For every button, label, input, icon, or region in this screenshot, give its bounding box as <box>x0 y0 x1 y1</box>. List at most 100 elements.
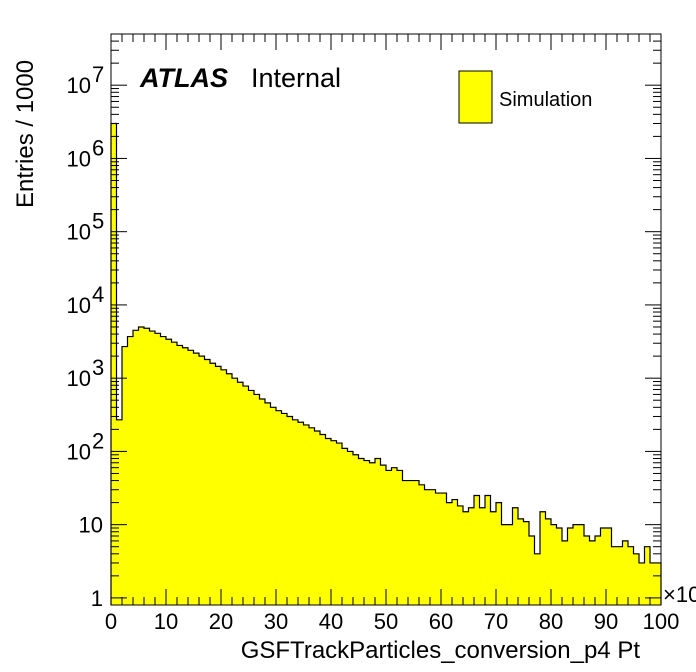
histogram-bar <box>369 462 375 605</box>
histogram-bar <box>270 407 276 605</box>
histogram-bar <box>617 546 623 605</box>
x-tick-label: 10 <box>154 609 178 634</box>
histogram-bar <box>204 359 210 605</box>
histogram-bar <box>127 336 133 605</box>
histogram-bar <box>287 416 293 605</box>
histogram-bar <box>248 390 254 605</box>
histogram-bar <box>243 386 249 605</box>
histogram-bar <box>501 524 507 605</box>
histogram-bar <box>578 524 584 605</box>
histogram-bar <box>496 502 502 605</box>
histogram-bar <box>523 521 529 605</box>
histogram-bar <box>595 536 601 605</box>
histogram-bar <box>138 326 144 605</box>
x-tick-label: 70 <box>484 609 508 634</box>
histogram-bar <box>281 413 287 605</box>
x-tick-label: 50 <box>374 609 398 634</box>
histogram-bar <box>364 460 370 605</box>
y-tick-label: 10 <box>67 293 91 318</box>
histogram-bar <box>166 339 172 605</box>
histogram-bar <box>122 346 128 605</box>
histogram-bar <box>380 465 386 605</box>
histogram-bar <box>314 430 320 605</box>
histogram-bars <box>110 122 662 606</box>
histogram-bar <box>397 470 403 605</box>
histogram-bar <box>331 440 337 605</box>
histogram-bar <box>507 524 513 605</box>
y-tick-label: 10 <box>67 220 91 245</box>
histogram-bar <box>391 467 397 605</box>
tick-marks <box>110 33 662 605</box>
histogram-bar <box>160 336 166 605</box>
histogram-bar <box>518 518 524 605</box>
histogram-bar <box>490 511 496 605</box>
x-tick-label: 20 <box>209 609 233 634</box>
histogram-bar <box>116 419 122 605</box>
histogram-bar <box>633 553 639 605</box>
y-tick-label: 10 <box>67 366 91 391</box>
histogram-bar <box>402 480 408 605</box>
histogram-bar <box>375 458 381 605</box>
y-tick-label: 1 <box>91 586 103 611</box>
y-tick-exponent: 3 <box>92 355 104 380</box>
histogram-bar <box>622 540 628 605</box>
histogram-bar <box>276 410 282 605</box>
histogram-bar <box>556 528 562 605</box>
histogram-bar <box>254 394 260 605</box>
x-tick-label: 90 <box>594 609 618 634</box>
histogram-bar <box>474 495 480 605</box>
x-tick-label: 0 <box>105 609 117 634</box>
histogram-bar <box>188 350 194 605</box>
y-tick-label: 10 <box>79 513 103 538</box>
y-tick-label: 10 <box>67 73 91 98</box>
legend: Simulation <box>458 70 592 124</box>
histogram-bar <box>237 382 243 605</box>
histogram-bar <box>155 333 161 605</box>
histogram-bar <box>336 443 342 605</box>
histogram-bar <box>545 518 551 605</box>
x-tick-label: 60 <box>429 609 453 634</box>
histogram-bar <box>144 328 150 605</box>
histogram-bar <box>259 398 265 605</box>
histogram-bar <box>111 123 117 606</box>
histogram-bar <box>413 480 419 605</box>
histogram-bar <box>199 356 205 605</box>
y-tick-exponent: 2 <box>92 428 104 453</box>
histogram-bar <box>540 511 546 605</box>
histogram-bar <box>386 470 392 605</box>
histogram-bar <box>567 528 573 605</box>
y-tick-label: 10 <box>67 439 91 464</box>
histogram-bar <box>589 540 595 605</box>
histogram-bar <box>534 553 540 605</box>
histogram-bar <box>435 493 441 605</box>
histogram-bar <box>408 480 414 605</box>
histogram-bar <box>419 484 425 605</box>
y-tick-exponent: 6 <box>92 135 104 160</box>
x-tick-labels: 0 10 20 30 40 50 60 70 80 90 100 <box>105 609 679 634</box>
histogram-bar <box>600 528 606 605</box>
x-tick-label: 30 <box>264 609 288 634</box>
atlas-label: ATLAS <box>139 63 228 93</box>
histogram-bar <box>452 499 458 605</box>
legend-label-simulation: Simulation <box>499 89 592 111</box>
x-multiplier-label: ×10 <box>663 582 696 607</box>
histogram-bar <box>441 493 447 605</box>
histogram-bar <box>424 489 430 605</box>
histogram-bar <box>149 331 155 605</box>
histogram-bar <box>584 536 590 605</box>
histogram-bar <box>265 402 271 605</box>
histogram-bar <box>292 419 298 605</box>
histogram-bar <box>232 378 238 605</box>
histogram-bar <box>562 540 568 605</box>
histogram-bar <box>529 536 535 605</box>
histogram-bar <box>446 502 452 605</box>
histogram-bar <box>479 507 485 605</box>
histogram-bar <box>347 451 353 605</box>
histogram-bar <box>551 524 557 605</box>
histogram-bar <box>133 330 139 605</box>
histogram-bar <box>215 366 221 605</box>
histogram-bar <box>430 489 436 605</box>
histogram-bar <box>628 546 634 605</box>
x-tick-label: 100 <box>643 609 680 634</box>
